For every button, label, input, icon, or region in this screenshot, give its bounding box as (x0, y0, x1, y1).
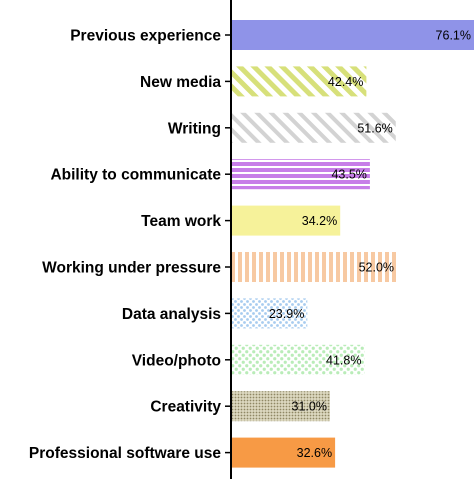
bar-ability-to-communicate (231, 159, 370, 190)
bar-professional-software-use (231, 437, 336, 468)
value-label: 51.6% (357, 121, 392, 135)
bar-new-media (231, 66, 367, 97)
value-label: 43.5% (331, 168, 366, 182)
value-labels: 76.1% 42.4% 51.6% 43.5% 34.2% 52.0% 23.9% 41.8%… (269, 29, 471, 461)
category-label: Writing (168, 120, 221, 137)
value-label: 42.4% (328, 75, 363, 89)
category-label: Working under pressure (42, 260, 221, 277)
category-label: Video/photo (132, 352, 221, 369)
value-label: 23.9% (269, 307, 304, 321)
category-labels: Previous experience New media Writing Abili… (29, 28, 231, 462)
category-label: Ability to communicate (50, 167, 221, 184)
bars-layer (231, 20, 474, 468)
category-label: New media (140, 74, 221, 91)
bar-video-photo (231, 344, 365, 375)
value-label: 34.2% (302, 214, 337, 228)
bar-writing (231, 112, 396, 143)
category-label: Data analysis (122, 306, 221, 323)
value-label: 32.6% (297, 446, 332, 460)
value-label: 41.8% (326, 353, 361, 367)
value-label: 31.0% (292, 400, 327, 414)
bar-creativity (231, 391, 330, 422)
value-label: 52.0% (359, 261, 394, 275)
bar-team-work (231, 205, 341, 236)
value-label: 76.1% (436, 29, 471, 43)
category-label: Creativity (150, 399, 221, 416)
bar-previous-experience (231, 20, 474, 50)
category-label: Team work (141, 213, 221, 230)
category-label: Professional software use (29, 445, 221, 462)
bar-data-analysis (231, 298, 308, 329)
bar-working-under-pressure (231, 252, 398, 282)
category-label: Previous experience (70, 28, 221, 45)
